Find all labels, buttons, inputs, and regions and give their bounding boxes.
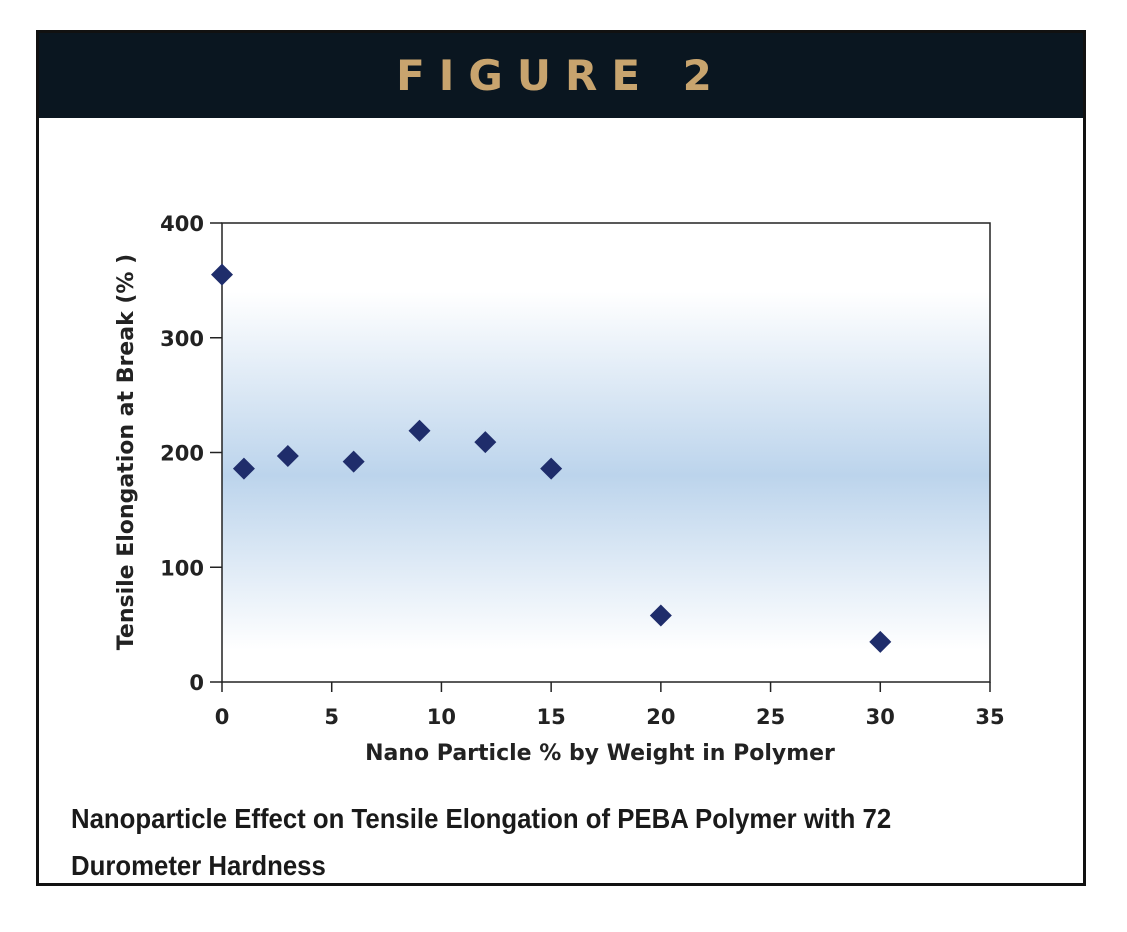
data-point xyxy=(342,450,365,473)
x-tick-label: 25 xyxy=(756,705,785,729)
x-tick-label: 35 xyxy=(975,705,1004,729)
y-tick-label: 0 xyxy=(189,671,204,695)
x-tick-label: 30 xyxy=(866,705,895,729)
data-point xyxy=(232,457,255,480)
y-tick-label: 300 xyxy=(160,327,204,351)
y-tick-label: 400 xyxy=(160,212,204,236)
figure-title: FIGURE 2 xyxy=(396,51,726,100)
x-tick-label: 10 xyxy=(427,705,456,729)
figure-header: FIGURE 2 xyxy=(39,33,1083,118)
y-tick-label: 200 xyxy=(160,442,204,466)
data-point xyxy=(276,444,299,467)
data-point xyxy=(211,263,233,286)
x-tick-label: 5 xyxy=(324,705,339,729)
x-axis: 0 5 10 15 20 25 30 35 xyxy=(215,682,1005,729)
x-tick-label: 0 xyxy=(215,705,230,729)
y-tick-label: 100 xyxy=(160,556,204,580)
x-tick-label: 15 xyxy=(537,705,566,729)
plot-area xyxy=(221,222,991,683)
data-point xyxy=(649,604,672,627)
x-tick-label: 20 xyxy=(646,705,675,729)
x-axis-label: Nano Particle % by Weight in Polymer xyxy=(365,741,835,766)
data-point xyxy=(474,431,497,454)
data-point xyxy=(408,419,431,442)
data-points xyxy=(211,263,892,653)
y-axis: 0 100 200 300 400 xyxy=(160,212,222,695)
data-point xyxy=(540,457,563,480)
figure-caption: Nanoparticle Effect on Tensile Elongatio… xyxy=(71,803,892,881)
y-axis-label: Tensile Elongation at Break (% ) xyxy=(114,254,139,650)
data-point xyxy=(869,630,892,653)
